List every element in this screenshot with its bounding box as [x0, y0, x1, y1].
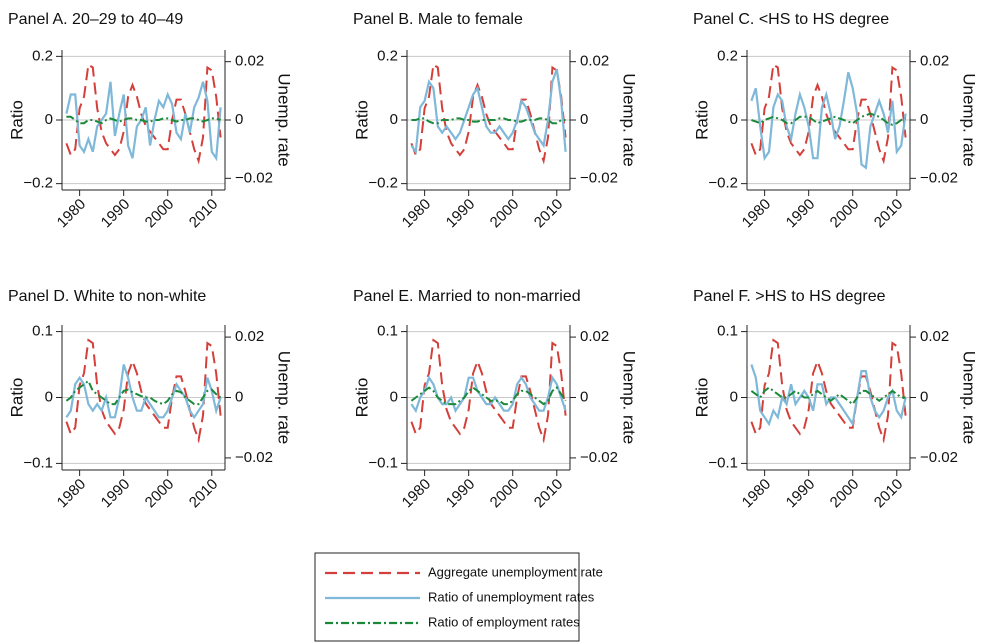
panel-title: Panel E. Married to non-married [353, 288, 581, 305]
y2-tick-label: 0.02 [235, 328, 264, 345]
series-line [410, 374, 567, 414]
y2-tick-label: −0.02 [235, 449, 273, 466]
legend-label: Ratio of unemployment rates [428, 589, 595, 604]
x-tick-label: 2000 [142, 476, 178, 512]
series-line [65, 338, 222, 444]
x-tick-label: 1980 [54, 476, 90, 512]
series-line [410, 386, 567, 406]
y2-tick-label: −0.02 [920, 449, 958, 466]
panel-title: Panel F. >HS to HS degree [693, 288, 886, 305]
y-axis-label: Ratio [352, 378, 371, 418]
x-tick-label: 1980 [739, 196, 775, 232]
legend-label: Aggregate unemployment rate [428, 564, 603, 579]
x-tick-label: 2000 [142, 196, 178, 232]
y2-tick-label: 0.02 [235, 53, 264, 70]
y2-tick-label: 0 [235, 111, 243, 128]
y-tick-label: 0.1 [717, 323, 738, 340]
y-tick-label: 0 [390, 388, 398, 405]
x-tick-label: 2010 [186, 196, 222, 232]
panel-title: Panel D. White to non-white [8, 288, 206, 305]
y-tick-label: 0 [45, 111, 53, 128]
y-tick-label: 0.1 [377, 323, 398, 340]
x-tick-label: 1980 [739, 476, 775, 512]
y-tick-label: 0 [45, 388, 53, 405]
panel-title: Panel B. Male to female [353, 11, 523, 28]
x-tick-label: 1980 [54, 196, 90, 232]
panel-title: Panel C. <HS to HS degree [693, 11, 889, 28]
x-tick-label: 1990 [443, 196, 479, 232]
y-tick-label: −0.1 [23, 454, 53, 471]
x-tick-label: 2010 [871, 196, 907, 232]
y2-tick-label: −0.02 [235, 169, 273, 186]
y-axis-label: Ratio [7, 100, 26, 140]
y2-tick-label: 0 [920, 388, 928, 405]
y2-tick-label: 0.02 [580, 328, 609, 345]
y2-tick-label: 0.02 [920, 328, 949, 345]
series-line [65, 379, 222, 406]
y2-tick-label: 0 [235, 388, 243, 405]
x-tick-label: 2000 [487, 476, 523, 512]
x-tick-label: 2000 [487, 196, 523, 232]
x-tick-label: 1980 [399, 196, 435, 232]
y2-tick-label: −0.02 [580, 449, 618, 466]
series-line [750, 338, 907, 444]
series-line [750, 364, 907, 427]
series-line [410, 338, 567, 444]
y2-tick-label: −0.02 [920, 169, 958, 186]
y2-axis-label: Unemp. rate [960, 73, 979, 167]
x-tick-label: 1990 [98, 196, 134, 232]
panel-title: Panel A. 20–29 to 40–49 [8, 11, 183, 28]
y-tick-label: 0.2 [717, 47, 738, 64]
y-tick-label: −0.1 [708, 454, 738, 471]
y-axis-label: Ratio [352, 100, 371, 140]
series-line [410, 68, 567, 155]
y-tick-label: 0.2 [377, 47, 398, 64]
y-tick-label: −0.1 [368, 454, 398, 471]
y2-axis-label: Unemp. rate [620, 73, 639, 167]
y2-axis-label: Unemp. rate [960, 351, 979, 445]
y2-axis-label: Unemp. rate [275, 351, 294, 445]
y-tick-label: 0 [390, 111, 398, 128]
y2-tick-label: 0.02 [580, 53, 609, 70]
y2-tick-label: 0 [580, 111, 588, 128]
y-tick-label: 0.2 [32, 47, 53, 64]
series-line [751, 112, 906, 126]
y-tick-label: −0.2 [368, 175, 398, 192]
y-axis-label: Ratio [692, 100, 711, 140]
y-tick-label: 0.1 [32, 323, 53, 340]
y2-tick-label: 0 [580, 388, 588, 405]
x-tick-label: 2010 [531, 196, 567, 232]
y-tick-label: −0.2 [23, 175, 53, 192]
y-tick-label: −0.2 [708, 175, 738, 192]
y-tick-label: 0 [730, 388, 738, 405]
y2-tick-label: 0 [920, 111, 928, 128]
y2-axis-label: Unemp. rate [620, 351, 639, 445]
y-axis-label: Ratio [7, 378, 26, 418]
x-tick-label: 1990 [783, 476, 819, 512]
x-tick-label: 1990 [98, 476, 134, 512]
y-axis-label: Ratio [692, 378, 711, 418]
series-line [65, 364, 222, 420]
y2-tick-label: −0.02 [580, 169, 618, 186]
x-tick-label: 1990 [783, 196, 819, 232]
x-tick-label: 2000 [827, 476, 863, 512]
y2-tick-label: 0.02 [920, 53, 949, 70]
series-line [410, 62, 567, 165]
series-line [750, 386, 906, 406]
x-tick-label: 1980 [399, 476, 435, 512]
series-line [411, 117, 566, 125]
x-tick-label: 1990 [443, 476, 479, 512]
x-tick-label: 2010 [871, 476, 907, 512]
x-tick-label: 2010 [531, 476, 567, 512]
x-tick-label: 2000 [827, 196, 863, 232]
x-tick-label: 2010 [186, 476, 222, 512]
series-line [65, 81, 222, 162]
legend-label: Ratio of employment rates [428, 614, 580, 629]
series-line [750, 72, 907, 170]
y-tick-label: 0 [730, 111, 738, 128]
series-line [66, 115, 221, 125]
legend: Aggregate unemployment rate Ratio of unem… [325, 564, 603, 629]
y2-axis-label: Unemp. rate [275, 73, 294, 167]
